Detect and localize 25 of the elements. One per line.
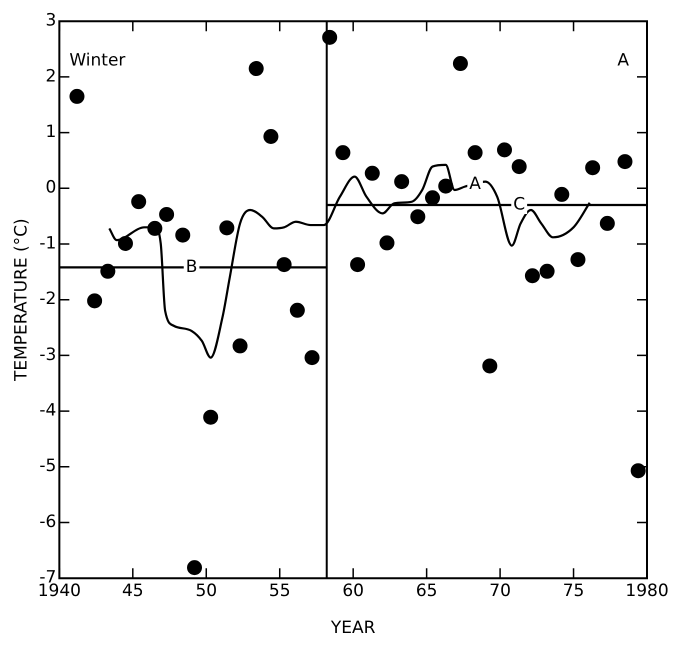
- annotation: A: [617, 50, 630, 71]
- x-tick-label: 60: [342, 580, 364, 601]
- annotation: B: [186, 256, 198, 277]
- x-tick-label: 65: [416, 580, 438, 601]
- x-tick-label: 70: [489, 580, 511, 601]
- annotation: C: [513, 194, 526, 214]
- y-tick-label: 2: [46, 66, 56, 86]
- annotation: A: [469, 174, 482, 194]
- x-tick-label: 55: [268, 580, 291, 601]
- y-tick-label: -4: [39, 400, 56, 421]
- x-tick-label: 45: [122, 580, 144, 601]
- y-tick-label: -3: [39, 344, 56, 365]
- y-tick-label: 3: [46, 10, 56, 31]
- y-tick-label: -1: [39, 233, 56, 254]
- y-axis-title: TEMPERATURE (°C): [12, 218, 32, 382]
- y-tick-label: 1: [46, 122, 56, 142]
- x-tick-label: 50: [195, 580, 218, 601]
- x-axis-title: YEAR: [330, 618, 376, 638]
- y-tick-label: -5: [39, 456, 56, 476]
- y-tick-label: -6: [39, 512, 56, 532]
- y-tick-label: 0: [46, 178, 56, 198]
- x-tick-label: 75: [562, 580, 584, 601]
- x-tick-label: 1980: [625, 580, 669, 601]
- annotation: Winter: [69, 50, 126, 71]
- y-tick-label: -2: [39, 289, 56, 310]
